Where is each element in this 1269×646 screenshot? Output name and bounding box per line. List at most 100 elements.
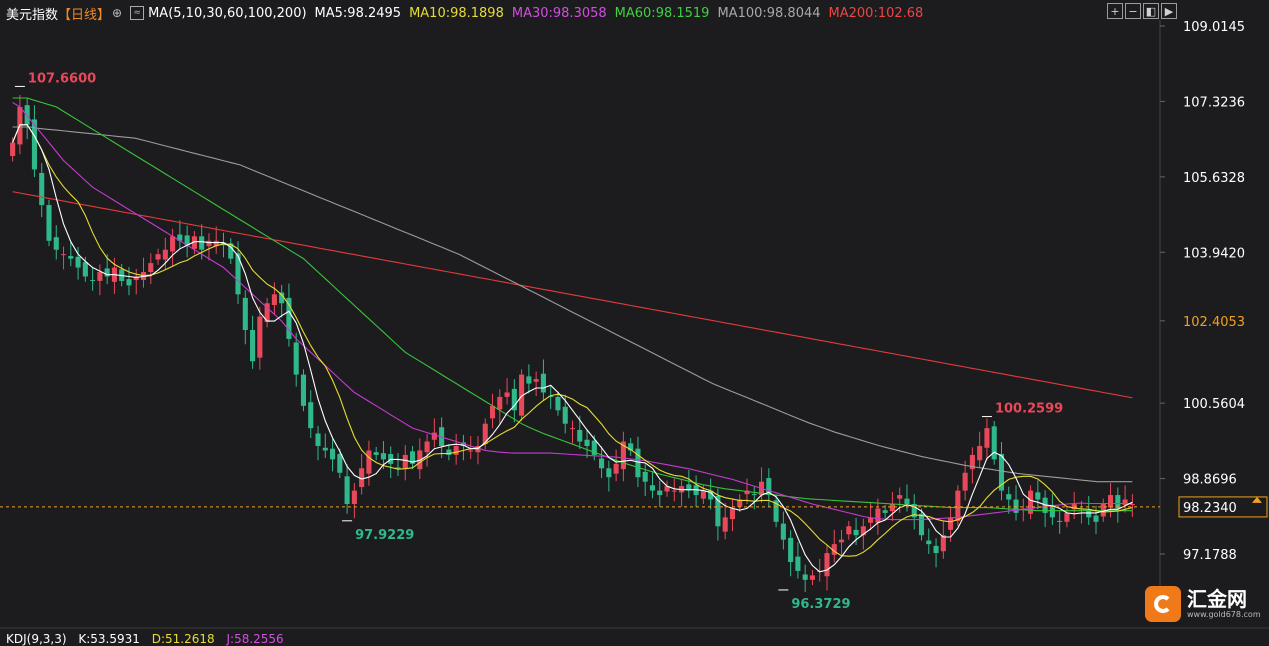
y-tick-label: 98.8696 — [1183, 473, 1237, 488]
candle — [788, 537, 794, 562]
candle — [1086, 510, 1092, 518]
price-arrow-icon — [1252, 496, 1262, 503]
y-tick-label: 109.0145 — [1183, 20, 1245, 35]
candle — [366, 450, 372, 474]
candle — [293, 342, 299, 375]
candle — [708, 490, 714, 500]
candle — [395, 467, 401, 469]
candle — [497, 396, 503, 410]
candle — [700, 490, 706, 499]
candle — [1064, 512, 1070, 522]
candle — [39, 172, 45, 206]
candle — [780, 523, 786, 540]
candle — [1028, 490, 1034, 514]
symbol-name: 美元指数 — [6, 7, 59, 23]
candle — [409, 451, 416, 464]
candle — [940, 535, 946, 552]
ma200-value: MA200:102.68 — [828, 5, 924, 21]
candle — [584, 439, 590, 446]
candle — [889, 503, 895, 512]
candle — [722, 517, 728, 532]
candle — [504, 392, 510, 397]
y-tick-label: 102.4053 — [1183, 315, 1245, 330]
candle — [453, 445, 459, 455]
extreme-label: 107.6600 — [28, 71, 96, 86]
candle — [482, 423, 488, 445]
candle — [90, 280, 96, 282]
candle — [831, 544, 837, 555]
candle — [599, 458, 605, 469]
candle — [337, 454, 343, 473]
candle — [962, 472, 968, 491]
candle — [620, 441, 626, 470]
zoom-out-button[interactable]: − — [1125, 3, 1141, 19]
kdj-d: D:51.2618 — [151, 632, 215, 646]
ma100-line — [12, 126, 1133, 483]
current-price-label: 98.2340 — [1183, 501, 1237, 516]
ma-definition: MA(5,10,30,60,100,200) — [148, 5, 307, 21]
candle — [330, 448, 336, 460]
chart-header: 美元指数 【日线】 ⊕ ≈ MA(5,10,30,60,100,200) MA5… — [6, 4, 931, 23]
kdj-label: KDJ(9,3,3) — [6, 632, 67, 646]
period-label[interactable]: 【日线】 — [58, 7, 111, 23]
crosshair-icon[interactable]: ⊕ — [112, 6, 123, 20]
candle — [184, 235, 190, 246]
candle — [562, 406, 568, 424]
candle — [424, 441, 430, 453]
candle — [715, 495, 721, 527]
candle — [271, 294, 277, 306]
candle — [308, 402, 314, 429]
extreme-label: 97.9229 — [355, 528, 414, 543]
candle — [977, 445, 983, 461]
candle — [569, 428, 576, 430]
candle — [250, 330, 256, 362]
candle — [649, 485, 656, 491]
candle — [511, 388, 517, 411]
candle — [97, 272, 103, 281]
candle — [591, 440, 597, 455]
y-tick-label: 107.3236 — [1183, 95, 1245, 110]
play-button[interactable]: ▶ — [1161, 3, 1177, 19]
ma100-value: MA100:98.8044 — [717, 5, 821, 21]
candle — [875, 508, 881, 523]
layout-button[interactable]: ◧ — [1143, 3, 1159, 19]
candle — [53, 237, 59, 250]
candle — [795, 556, 801, 571]
candle — [766, 478, 772, 496]
candle — [918, 513, 925, 536]
kdj-panel-header: KDJ(9,3,3) K:53.5931 D:51.2618 J:58.2556 — [6, 632, 292, 646]
candle — [773, 500, 779, 522]
candle — [286, 297, 292, 339]
candle — [926, 540, 932, 545]
candle — [526, 376, 532, 384]
candle — [359, 468, 365, 488]
chart-toolbar: + − ◧ ▶ — [1107, 3, 1177, 19]
candle — [46, 205, 52, 241]
indicator-icon[interactable]: ≈ — [130, 6, 145, 20]
y-tick-label: 97.1788 — [1183, 548, 1237, 563]
candle — [998, 454, 1005, 491]
candle — [838, 539, 845, 543]
zoom-in-button[interactable]: + — [1107, 3, 1123, 19]
candle — [868, 517, 874, 523]
kdj-k: K:53.5931 — [78, 632, 140, 646]
candle — [402, 454, 408, 469]
candle — [213, 240, 219, 247]
candle — [548, 396, 554, 398]
candle — [1122, 499, 1128, 505]
candle — [555, 396, 561, 411]
candle — [1013, 499, 1019, 513]
candle — [279, 292, 285, 304]
candle — [133, 276, 139, 281]
ma5-value: MA5:98.2495 — [314, 5, 402, 21]
candle — [1093, 515, 1099, 522]
candle — [635, 448, 641, 478]
watermark-logo: 汇金网 www.gold678.com — [1145, 586, 1261, 622]
candle — [1035, 492, 1041, 500]
candle — [628, 443, 634, 451]
candle — [744, 490, 750, 495]
candle — [199, 236, 205, 250]
candle — [540, 373, 546, 393]
y-tick-label: 100.5604 — [1183, 397, 1245, 412]
